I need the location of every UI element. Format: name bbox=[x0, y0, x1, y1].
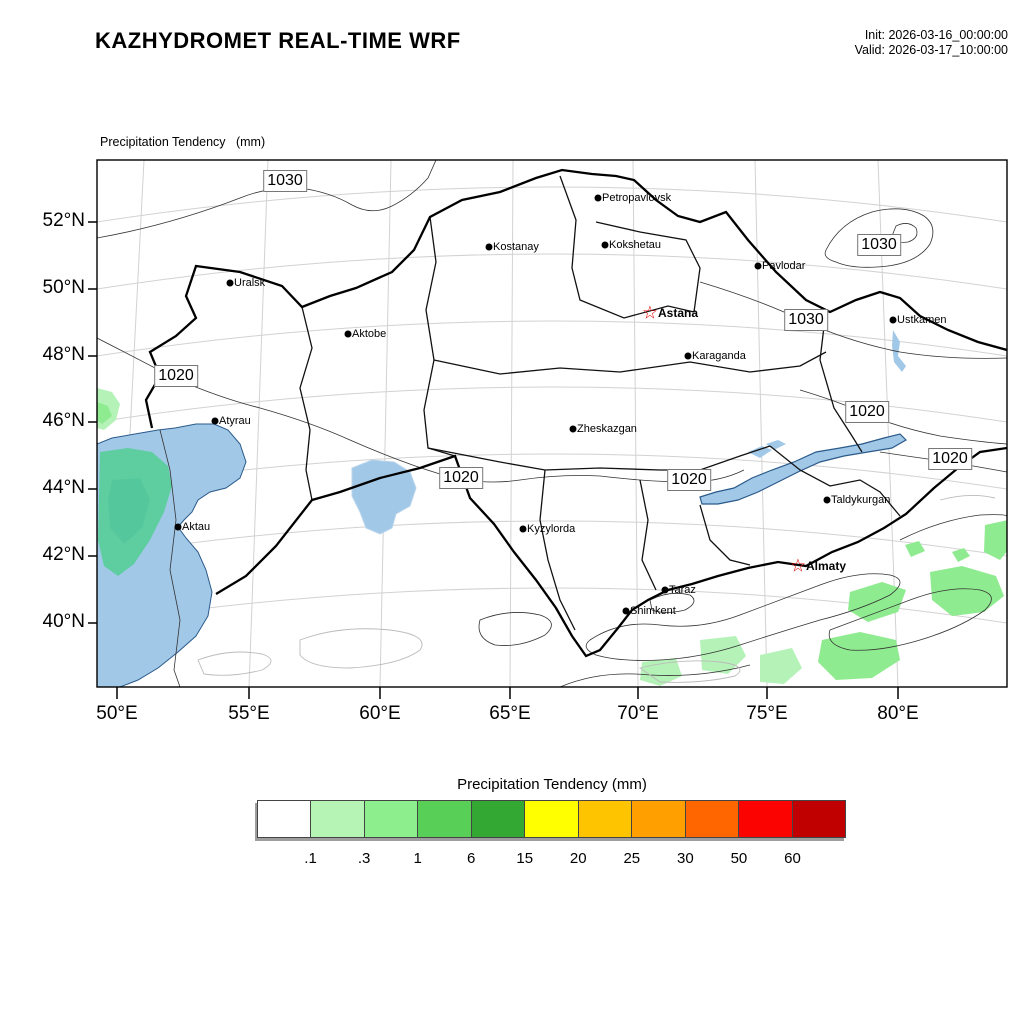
lat-tick-label: 42°N bbox=[42, 544, 85, 565]
colorbar-swatch bbox=[791, 801, 845, 837]
colorbar-swatch bbox=[470, 801, 525, 837]
page-title: KAZHYDROMET REAL-TIME WRF bbox=[95, 28, 461, 53]
city-dot-icon bbox=[823, 496, 831, 504]
city-label: Karaganda bbox=[692, 350, 746, 362]
colorbar-tick-label: 15 bbox=[516, 850, 534, 867]
colorbar-tick-label: 25 bbox=[623, 850, 641, 867]
colorbar-tick-label: 20 bbox=[569, 850, 587, 867]
city-label: Shimkent bbox=[630, 605, 676, 617]
city-dot-icon bbox=[569, 425, 577, 433]
city-label: Kyzylorda bbox=[527, 523, 576, 535]
city-dot-icon bbox=[211, 417, 219, 425]
city-dot-icon bbox=[661, 586, 669, 594]
colorbar-tick-label: .1 bbox=[304, 850, 317, 867]
pressure-contour-label: 1020 bbox=[928, 448, 972, 470]
city-label: Ustkamen bbox=[897, 314, 947, 326]
small-lakes bbox=[748, 440, 786, 458]
pressure-contour-label: 1020 bbox=[154, 365, 198, 387]
colorbar-tick-label: 50 bbox=[730, 850, 748, 867]
aral-sea bbox=[351, 459, 417, 535]
city-label: Taldykurgan bbox=[831, 494, 891, 506]
city-label: Zheskazgan bbox=[577, 423, 637, 435]
axis-ticks bbox=[88, 221, 899, 699]
run-times: Init: 2026-03-16_00:00:00 Valid: 2026-03… bbox=[855, 28, 1008, 58]
map-frame bbox=[96, 159, 1008, 688]
zaysan-irtysh bbox=[892, 330, 906, 372]
colorbar-title: Precipitation Tendency (mm) bbox=[457, 776, 647, 793]
pressure-contour-label: 1030 bbox=[857, 234, 901, 256]
terrain-contours-gray bbox=[197, 495, 996, 683]
lon-tick-label: 65°E bbox=[489, 703, 531, 724]
lat-tick-label: 40°N bbox=[42, 611, 85, 632]
graticule bbox=[97, 160, 1007, 687]
colorbar-tick-label: 6 bbox=[467, 850, 476, 867]
city-dot-icon bbox=[519, 525, 527, 533]
city-dot-icon bbox=[601, 241, 609, 249]
city-label: Almaty bbox=[806, 559, 847, 573]
city-label: Taraz bbox=[669, 584, 696, 596]
city-label: Aktau bbox=[182, 521, 211, 533]
city-label: Aktobe bbox=[352, 328, 387, 340]
lat-tick-label: 46°N bbox=[42, 410, 85, 431]
city-dot-icon bbox=[754, 262, 762, 270]
lat-tick-label: 50°N bbox=[42, 277, 85, 298]
country-border bbox=[144, 168, 1007, 658]
city-label: Pavlodar bbox=[762, 260, 806, 272]
lon-tick-label: 75°E bbox=[746, 703, 788, 724]
lon-tick-label: 70°E bbox=[617, 703, 659, 724]
field-label-precip: Precipitation Tendency (mm) bbox=[100, 135, 266, 149]
colorbar-tick-label: 60 bbox=[784, 850, 801, 867]
city-dot-icon bbox=[622, 607, 630, 615]
terrain-contours bbox=[478, 514, 1007, 687]
city-dot-icon bbox=[594, 194, 602, 202]
colorbar-swatch bbox=[738, 801, 792, 837]
colorbar-swatch bbox=[631, 801, 685, 837]
city-label: Atyrau bbox=[219, 415, 251, 427]
colorbar-swatch bbox=[310, 801, 364, 837]
city-label: Kostanay bbox=[493, 241, 539, 253]
colorbar-swatch bbox=[684, 801, 739, 837]
colorbar-tick-label: 1 bbox=[413, 850, 422, 867]
lat-tick-label: 52°N bbox=[42, 210, 85, 231]
colorbar-swatch bbox=[577, 801, 632, 837]
city-label: Petropavlovsk bbox=[602, 192, 672, 204]
colorbar-swatch bbox=[363, 801, 418, 837]
oblast-borders bbox=[299, 175, 901, 631]
city-dot-icon bbox=[684, 352, 692, 360]
city-dot-icon bbox=[226, 279, 234, 287]
city-label: Uralsk bbox=[234, 277, 266, 289]
capital-star-icon: ☆ bbox=[789, 555, 807, 576]
lon-tick-label: 55°E bbox=[228, 703, 270, 724]
colorbar-swatch bbox=[524, 801, 578, 837]
lon-tick-label: 60°E bbox=[359, 703, 401, 724]
lat-tick-label: 48°N bbox=[42, 344, 85, 365]
city-dot-icon bbox=[344, 330, 352, 338]
valid-time: Valid: 2026-03-17_10:00:00 bbox=[854, 43, 1008, 57]
pressure-contour-label: 1030 bbox=[784, 309, 828, 331]
colorbar-tick-label: 30 bbox=[677, 850, 694, 867]
lake-balkhash bbox=[699, 433, 907, 505]
pressure-contour-label: 1020 bbox=[439, 467, 483, 489]
city-label: Astana bbox=[658, 306, 699, 320]
city-dot-icon bbox=[889, 316, 897, 324]
pressure-contour-label: 1020 bbox=[667, 469, 711, 491]
colorbar bbox=[257, 800, 846, 838]
colorbar-tick-label: .3 bbox=[357, 850, 371, 867]
lon-tick-label: 80°E bbox=[877, 703, 919, 724]
city-dot-icon bbox=[485, 243, 493, 251]
pressure-contour-label: 1030 bbox=[263, 170, 307, 192]
lon-tick-label: 50°E bbox=[96, 703, 138, 724]
colorbar-swatch bbox=[417, 801, 471, 837]
city-dot-icon bbox=[174, 523, 182, 531]
precipitation-areas bbox=[97, 388, 1007, 686]
capital-star-icon: ☆ bbox=[641, 302, 659, 323]
lat-tick-label: 44°N bbox=[42, 477, 85, 498]
pressure-contour-label: 1020 bbox=[845, 401, 889, 423]
colorbar-swatch bbox=[258, 801, 311, 837]
city-label: Kokshetau bbox=[609, 239, 661, 251]
init-time: Init: 2026-03-16_00:00:00 bbox=[864, 28, 1008, 42]
